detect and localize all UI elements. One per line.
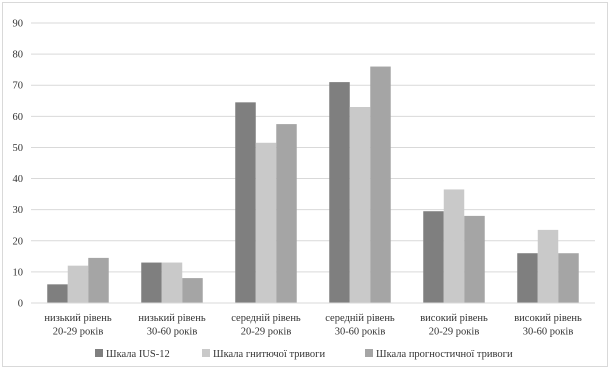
bar — [67, 265, 89, 303]
bar — [349, 107, 371, 303]
bar-chart: 0 10 20 30 40 50 60 70 80 90 низький рівень 20-29 … — [13, 19, 595, 360]
x-category-label: 20-29 років — [241, 327, 292, 338]
y-tick-label: 30 — [13, 205, 24, 216]
y-tick-label: 80 — [13, 50, 24, 61]
legend-label: Шкала IUS-12 — [106, 349, 170, 360]
x-category-label: 30-60 років — [523, 327, 574, 338]
chart-area: 0 10 20 30 40 50 60 70 80 90 низький рівень 20-29 … — [2, 2, 608, 367]
x-category-label: низький рівень — [44, 313, 111, 324]
x-category-label: високий рівень — [420, 313, 488, 324]
bar — [537, 229, 559, 303]
y-tick-label: 10 — [13, 267, 24, 278]
legend-label: Шкала прогностичної тривоги — [376, 349, 513, 360]
bar — [255, 142, 277, 303]
x-category-label: 20-29 років — [429, 327, 480, 338]
bar — [558, 253, 579, 303]
bar — [141, 262, 162, 303]
bars — [47, 66, 579, 303]
bar — [443, 189, 465, 303]
legend-label: Шкала гнитючої тривоги — [213, 349, 325, 360]
y-tick-label: 20 — [13, 236, 24, 247]
x-category-label: низький рівень — [138, 313, 205, 324]
bar — [464, 215, 485, 303]
x-axis-category-labels: низький рівень 20-29 років низький рівень 3… — [44, 313, 582, 338]
bar — [47, 284, 68, 303]
y-tick-label: 50 — [13, 143, 24, 154]
x-category-label: середній рівень — [325, 313, 395, 324]
x-category-label: середній рівень — [231, 313, 301, 324]
x-category-label: 30-60 років — [335, 327, 386, 338]
gridlines — [31, 22, 595, 273]
bar — [423, 211, 444, 303]
bar — [276, 124, 297, 303]
bar — [88, 257, 109, 303]
bar — [517, 253, 538, 303]
legend-swatch — [202, 349, 210, 357]
y-tick-label: 0 — [18, 299, 23, 310]
y-tick-label: 60 — [13, 112, 24, 123]
legend: Шкала IUS-12 Шкала гнитючої тривоги Шкала … — [95, 349, 513, 360]
legend-swatch — [95, 349, 103, 357]
bar — [161, 262, 183, 303]
bar — [182, 278, 203, 303]
legend-swatch — [365, 349, 373, 357]
y-tick-label: 70 — [13, 81, 24, 92]
y-tick-label: 90 — [13, 19, 24, 30]
bar — [370, 66, 391, 303]
y-tick-label: 40 — [13, 174, 24, 185]
bar — [235, 102, 256, 303]
bar — [329, 82, 350, 303]
x-category-label: високий рівень — [514, 313, 582, 324]
x-category-label: 20-29 років — [53, 327, 104, 338]
x-category-label: 30-60 років — [147, 327, 198, 338]
y-axis-tick-labels: 0 10 20 30 40 50 60 70 80 90 — [13, 19, 24, 310]
